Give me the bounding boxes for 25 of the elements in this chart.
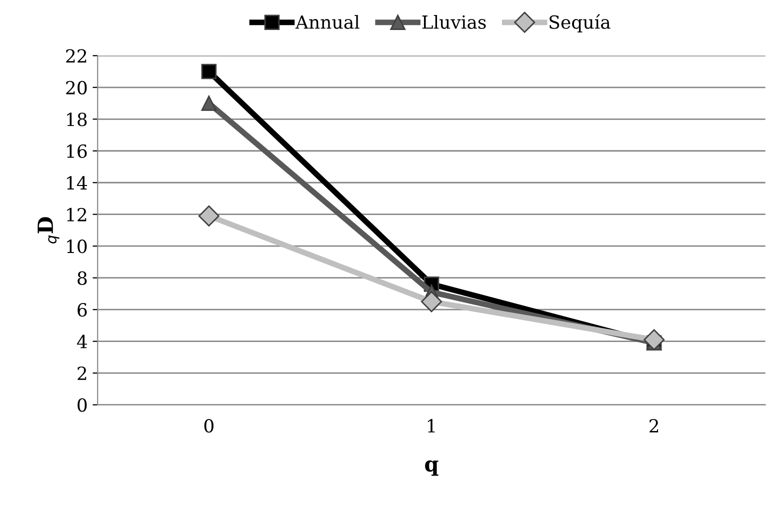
point <box>201 96 217 111</box>
x-tick-label: 0 <box>204 419 214 433</box>
y-tick-label: 6 <box>78 303 87 317</box>
y-tick-label: 14 <box>67 176 87 190</box>
point <box>201 64 217 80</box>
y-tick-label: 16 <box>67 144 87 158</box>
x-axis-title: q <box>425 460 438 476</box>
y-tick-label: 0 <box>78 398 87 412</box>
x-tick-label: 1 <box>428 419 435 432</box>
point <box>644 329 665 350</box>
legend-label: Annual <box>295 14 360 29</box>
y-tick-label: 10 <box>67 240 87 254</box>
y-tick-label: 20 <box>66 80 87 95</box>
y-tick-label: 4 <box>76 334 87 348</box>
y-tick-label: 22 <box>66 49 86 63</box>
y-tick-label: 8 <box>78 271 87 285</box>
y-tick-label: 12 <box>67 208 86 222</box>
y-tick-label: 18 <box>67 112 87 126</box>
point <box>420 291 442 312</box>
legend-label: Lluvias <box>422 14 486 29</box>
point <box>198 205 220 226</box>
x-tick-label: 2 <box>650 419 658 432</box>
y-axis-title: $_{q}$D <box>38 217 60 244</box>
y-tick-label: 2 <box>78 366 86 380</box>
legend-label: Sequía <box>550 14 610 32</box>
